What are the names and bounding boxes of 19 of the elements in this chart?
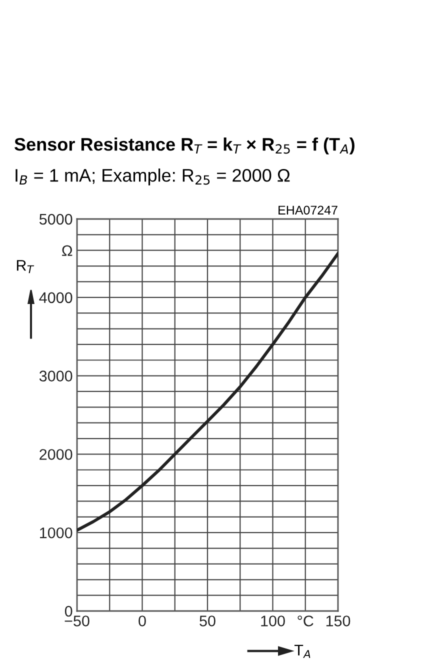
- x-tick-label: 150: [326, 616, 350, 626]
- y-tick-label: 3000: [39, 370, 72, 382]
- x-axis-title: T$_{A}$: [294, 644, 310, 658]
- x-tick-label: 100: [261, 616, 285, 626]
- x-tick-label: 0: [138, 616, 146, 626]
- y-tick-label: Ω: [62, 245, 72, 256]
- x-tick-label: −50: [64, 616, 90, 626]
- y-tick-label: 0: [64, 606, 72, 617]
- chart-title: Sensor Resistance R$_{T}$ = k$_{T}$ × R$_{25}$ = f (T$_{A}$): [14, 138, 354, 154]
- y-tick-label: 1000: [40, 527, 72, 538]
- text: EHA07247: [278, 206, 338, 215]
- y-axis-title: R$_{T}$: [16, 260, 34, 274]
- line-series: [77, 252, 338, 532]
- x-tick-label: °C: [298, 616, 314, 626]
- y-tick-label: 5000: [39, 214, 72, 225]
- y-tick-label: 2000: [40, 449, 72, 460]
- x-tick-label: 50: [200, 616, 216, 626]
- chart-subtitle: I$_{B}$ = 1 mA; Example: R$_{25}$ = 2000 Ω: [16, 168, 290, 186]
- y-tick-label: 4000: [39, 292, 72, 304]
